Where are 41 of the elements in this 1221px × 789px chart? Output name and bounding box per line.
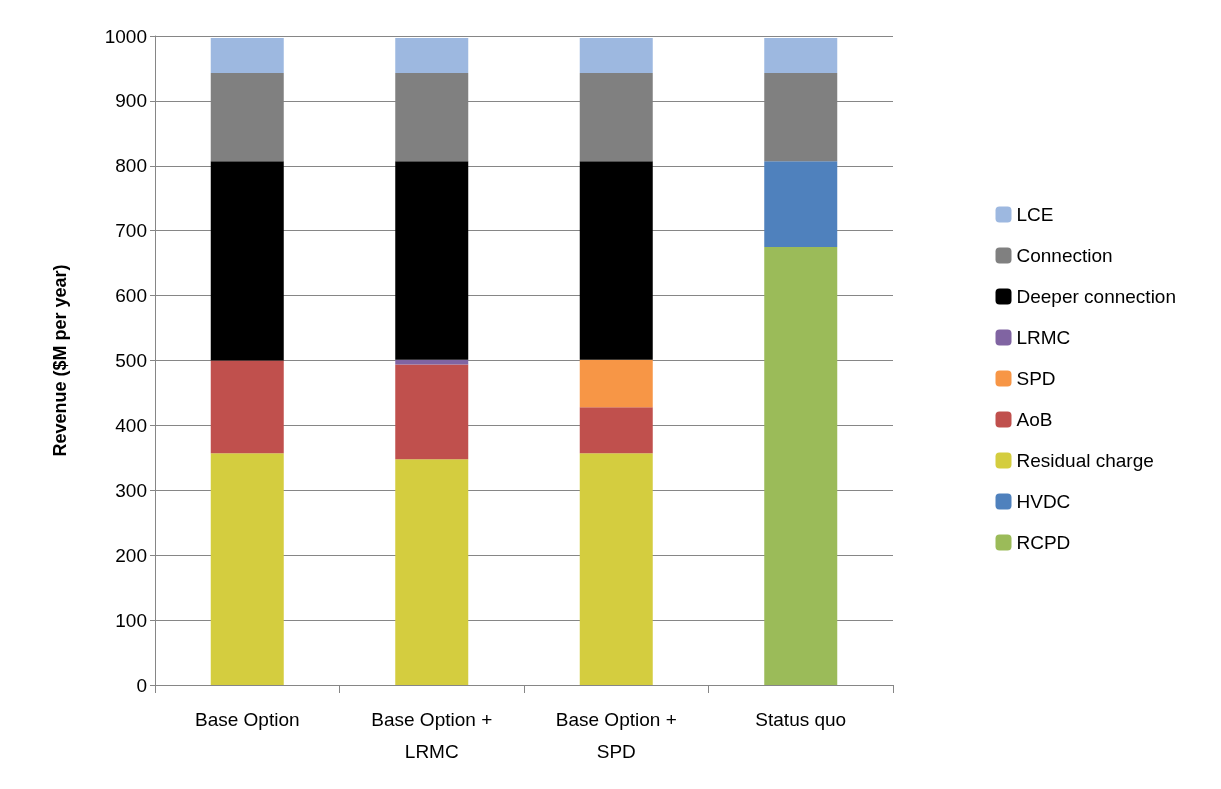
bar [579, 407, 653, 454]
y-tick-label: 0 [136, 674, 147, 696]
bar [395, 364, 469, 460]
x-tick-label: Base Option [194, 708, 300, 730]
y-tick-label: 1000 [104, 25, 147, 47]
bar [579, 37, 653, 73]
y-tick-label: 300 [115, 479, 147, 501]
bar [210, 161, 284, 361]
legend-label: SPD [1016, 368, 1056, 389]
y-tick-label: 200 [115, 544, 147, 566]
legend-label: LRMC [1016, 327, 1071, 348]
bar [764, 246, 838, 685]
bar [764, 161, 838, 247]
bar [579, 453, 653, 685]
y-tick-label: 400 [115, 414, 147, 436]
bar [210, 360, 284, 454]
x-tick-label: Status quo [755, 708, 847, 730]
bar [579, 161, 653, 360]
bar [395, 37, 469, 73]
bar [395, 459, 469, 685]
bar [395, 161, 469, 360]
bar [579, 359, 653, 408]
y-tick-label: 600 [115, 285, 147, 307]
bar [764, 37, 838, 73]
legend-label: Deeper connection [1016, 286, 1176, 307]
bar [210, 453, 284, 685]
y-tick-label: 900 [115, 90, 147, 112]
legend-label: HVDC [1016, 491, 1071, 512]
legend-label: Connection [1016, 245, 1113, 266]
y-axis-title: Revenue ($M per year) [50, 264, 70, 457]
legend-label: AoB [1016, 409, 1053, 430]
x-tick-label: Base Option + LRMC [371, 708, 493, 762]
y-tick-label: 800 [115, 155, 147, 177]
y-tick-label: 700 [115, 220, 147, 242]
y-tick-label: 100 [115, 609, 147, 631]
y-tick-label: 500 [115, 350, 147, 371]
x-tick-label: Base Option + SPD [555, 708, 677, 762]
legend-label: RCPD [1016, 532, 1071, 553]
legend-label: LCE [1016, 204, 1054, 225]
legend-label: Residual charge [1016, 450, 1154, 471]
bar [210, 37, 284, 73]
